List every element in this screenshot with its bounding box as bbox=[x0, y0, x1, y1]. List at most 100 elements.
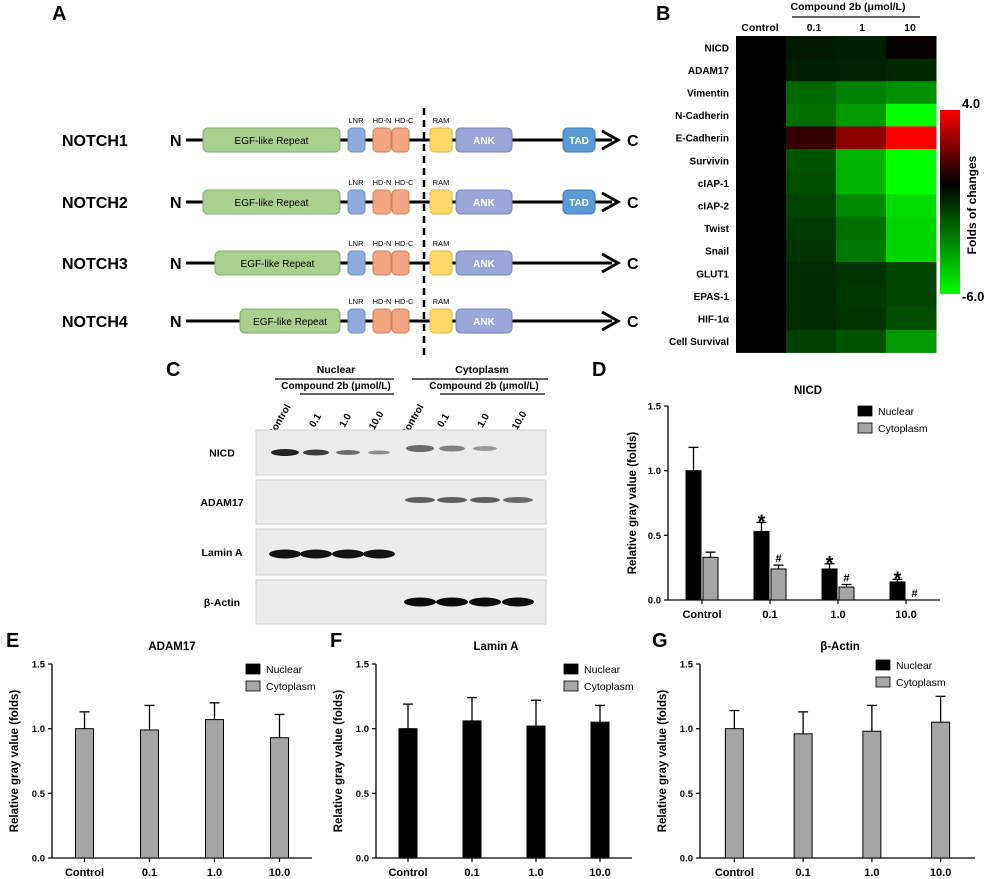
hdc-label: HD-C bbox=[395, 239, 414, 248]
legend-swatch-nuclear bbox=[857, 405, 873, 417]
notch-row-notch1: NOTCH1 N C EGF-like Repeat LNR HD-N HD-C RAM ANK… bbox=[62, 116, 639, 153]
notch-row-notch4: NOTCH4 N C EGF-like Repeat LNR HD-N HD-C RAM ANK bbox=[62, 297, 639, 334]
heatmap-cell bbox=[836, 81, 887, 105]
bar-cytoplasm bbox=[140, 729, 159, 859]
y-tick-label: 1.0 bbox=[356, 724, 369, 735]
y-tick-label: 1.5 bbox=[648, 402, 662, 413]
bar-cytoplasm bbox=[205, 719, 224, 859]
y-tick-label: 1.5 bbox=[32, 660, 46, 671]
blot-band bbox=[405, 497, 435, 503]
ank-label: ANK bbox=[473, 259, 495, 270]
heatmap: Compound 2b (μmol/L) Control 0.1 1 10 NICD A… bbox=[669, 1, 984, 353]
legend-label-nuclear: Nuclear bbox=[266, 664, 303, 676]
legend-label-cytoplasm: Cytoplasm bbox=[878, 423, 928, 435]
heatmap-cell bbox=[786, 262, 837, 286]
protein-name: NOTCH3 bbox=[62, 256, 128, 273]
blot-band bbox=[269, 549, 301, 559]
bar-nuclear bbox=[526, 725, 546, 859]
heatmap-cell bbox=[786, 58, 837, 82]
hdn-domain bbox=[372, 250, 392, 276]
adam17-bar-chart: ADAM17 Relative gray value (folds) 0.0 0.5 1… bbox=[9, 641, 316, 879]
y-tick-label: 0.5 bbox=[648, 531, 662, 542]
heatmap-cell bbox=[786, 239, 837, 263]
x-tick-label: Control bbox=[682, 609, 721, 621]
blot-band bbox=[404, 597, 436, 607]
legend-swatch-nuclear bbox=[875, 659, 891, 671]
western-blot: Nuclear Compound 2b (μmol/L) Cytoplasm C… bbox=[200, 364, 548, 625]
heatmap-cell bbox=[736, 58, 787, 82]
heatmap-cell bbox=[886, 81, 937, 105]
heatmap-row-label: E-Cadherin bbox=[676, 134, 729, 145]
lnr-domain bbox=[347, 127, 366, 153]
significance-star: * bbox=[894, 568, 902, 590]
heatmap-cell bbox=[786, 149, 837, 173]
heatmap-cell bbox=[886, 239, 937, 263]
colorbar-max-label: 4.0 bbox=[962, 96, 980, 111]
y-tick-label: 0.5 bbox=[356, 789, 370, 800]
heatmap-row-label: HIF-1α bbox=[698, 315, 730, 326]
heatmap-row-label: N-Cadherin bbox=[675, 111, 729, 122]
n-terminus: N bbox=[170, 314, 182, 331]
ram-domain bbox=[429, 308, 453, 334]
legend-swatch-nuclear bbox=[245, 663, 261, 675]
blot-band bbox=[469, 597, 501, 607]
bar-cytoplasm bbox=[702, 556, 719, 601]
bar-nuclear bbox=[685, 470, 702, 601]
bar-cytoplasm bbox=[838, 586, 855, 601]
x-tick-label: 1.0 bbox=[207, 867, 222, 879]
x-tick-label: 10.0 bbox=[930, 867, 951, 879]
blot-band bbox=[336, 450, 360, 455]
hdc-domain bbox=[391, 308, 410, 334]
egf-domain bbox=[202, 127, 341, 153]
legend-swatch-nuclear bbox=[563, 663, 579, 675]
beta-actin-bar-chart: β-Actin Relative gray value (folds) 0.0 0.5… bbox=[657, 641, 975, 879]
heatmap-cell bbox=[836, 126, 887, 150]
heatmap-column-0-1: 0.1 bbox=[807, 22, 822, 34]
legend-label-cytoplasm: Cytoplasm bbox=[584, 681, 634, 693]
blot-compound-label-nuclear: Compound 2b (μmol/L) bbox=[281, 381, 390, 392]
ram-label: RAM bbox=[433, 116, 450, 125]
ank-label: ANK bbox=[473, 317, 495, 328]
y-tick-label: 0.0 bbox=[680, 854, 693, 865]
legend-swatch-cytoplasm bbox=[245, 680, 261, 692]
ram-label: RAM bbox=[433, 178, 450, 187]
blot-band bbox=[363, 549, 395, 559]
c-arrowhead bbox=[601, 129, 622, 151]
lnr-domain bbox=[347, 308, 366, 334]
x-tick-label: 1.0 bbox=[528, 867, 543, 879]
x-tick-label: 1.0 bbox=[830, 609, 845, 621]
heatmap-row-label: ADAM17 bbox=[688, 66, 730, 77]
bar-cytoplasm bbox=[724, 728, 744, 859]
egf-domain-label: EGF-like Repeat bbox=[235, 136, 309, 147]
blot-band bbox=[406, 445, 434, 452]
x-tick-label: 1.0 bbox=[864, 867, 879, 879]
legend-label-cytoplasm: Cytoplasm bbox=[896, 677, 946, 689]
ank-label: ANK bbox=[473, 136, 495, 147]
heatmap-cell bbox=[736, 239, 787, 263]
panel-label-a: A bbox=[52, 3, 66, 25]
ram-domain bbox=[429, 250, 453, 276]
heatmap-cell bbox=[836, 216, 887, 240]
x-tick-label: 10.0 bbox=[589, 867, 610, 879]
y-tick-label: 0.0 bbox=[32, 854, 45, 865]
significance-star: * bbox=[826, 553, 834, 575]
heatmap-cell bbox=[886, 216, 937, 240]
heatmap-compound-label: Compound 2b (μmol/L) bbox=[791, 1, 906, 13]
y-tick-label: 1.0 bbox=[680, 724, 693, 735]
c-arrowhead bbox=[601, 310, 622, 332]
bar-nuclear bbox=[462, 720, 482, 859]
x-tick-label: Control bbox=[715, 867, 754, 879]
blot-band bbox=[439, 445, 465, 452]
heatmap-cell bbox=[886, 171, 937, 195]
heatmap-cell bbox=[736, 103, 787, 127]
heatmap-cell bbox=[736, 194, 787, 218]
hdc-domain bbox=[391, 250, 410, 276]
notch-row-notch3: NOTCH3 N C EGF-like Repeat LNR HD-N HD-C RAM ANK bbox=[62, 239, 639, 276]
blot-group-cytoplasm: Cytoplasm bbox=[455, 364, 509, 376]
heatmap-row-label: Survivin bbox=[690, 156, 729, 167]
bar-cytoplasm bbox=[793, 733, 813, 859]
x-tick-label: 0.1 bbox=[762, 609, 777, 621]
bar-nuclear bbox=[753, 530, 770, 601]
nicd-bar-chart: NICD Relative gray value (folds) 0.0 0.5 1.0… bbox=[627, 385, 940, 621]
